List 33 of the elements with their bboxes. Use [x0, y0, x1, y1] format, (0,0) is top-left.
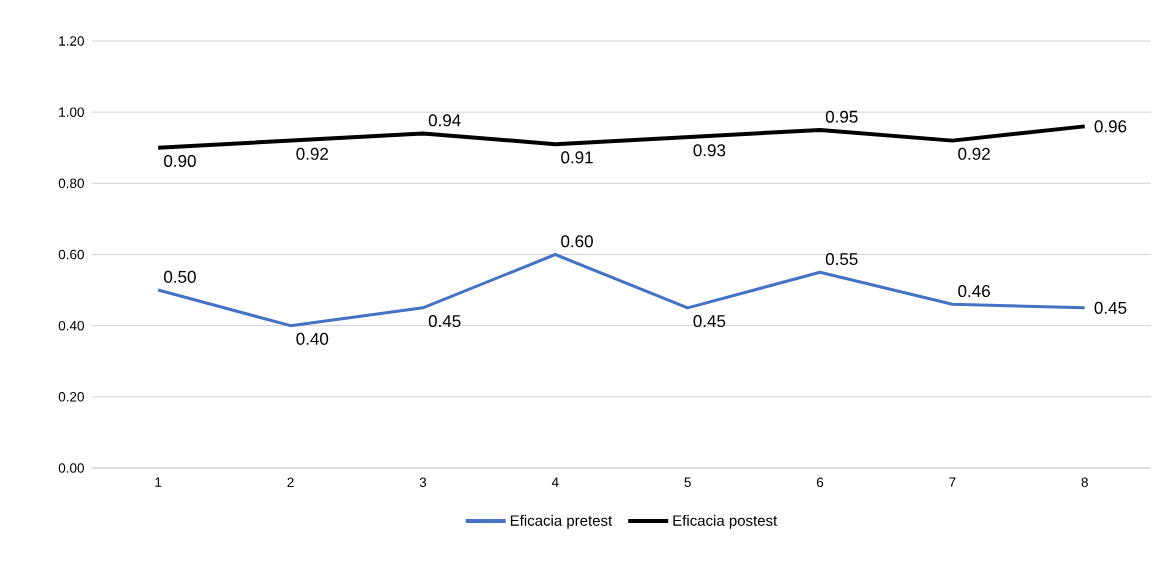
text: 1.00 [59, 107, 84, 117]
text: 0.80 [58, 178, 84, 189]
data-label: 0.90 [164, 154, 196, 167]
x-tick-label: 2 [287, 477, 294, 487]
x-tick-label: 5 [684, 477, 691, 487]
data-label: 0.96 [1094, 120, 1127, 133]
x-tick-label: 8 [1081, 477, 1088, 488]
data-label: 0.50 [164, 270, 196, 283]
x-tick-label: 7 [949, 477, 956, 487]
text: 0.00 [58, 463, 84, 473]
x-tick-label: 4 [551, 477, 559, 487]
x-tick-label: 6 [816, 477, 824, 488]
x-tick-label: 1 [155, 477, 162, 487]
text: 0.20 [58, 392, 84, 402]
data-label: 0.40 [296, 332, 329, 345]
data-label: 0.45 [1094, 301, 1127, 314]
data-label: 0.55 [825, 253, 858, 266]
data-label: 0.95 [825, 110, 858, 123]
text: 0.40 [58, 320, 84, 331]
data-label: 0.60 [561, 235, 593, 248]
data-label: 0.92 [296, 147, 328, 160]
data-label: 0.92 [958, 147, 990, 160]
legend-label: Eficacia pretest [510, 514, 613, 529]
legend-label: Eficacia postest [673, 514, 778, 529]
text: 0.60 [58, 249, 84, 260]
data-label: 0.45 [428, 315, 461, 328]
data-label: 0.94 [428, 114, 461, 127]
data-label: 0.45 [693, 315, 726, 328]
x-tick-label: 3 [419, 477, 427, 488]
text: 1.20 [59, 36, 84, 46]
data-label: 0.91 [561, 151, 593, 164]
data-label: 0.46 [958, 285, 990, 298]
data-label: 0.93 [693, 144, 726, 157]
